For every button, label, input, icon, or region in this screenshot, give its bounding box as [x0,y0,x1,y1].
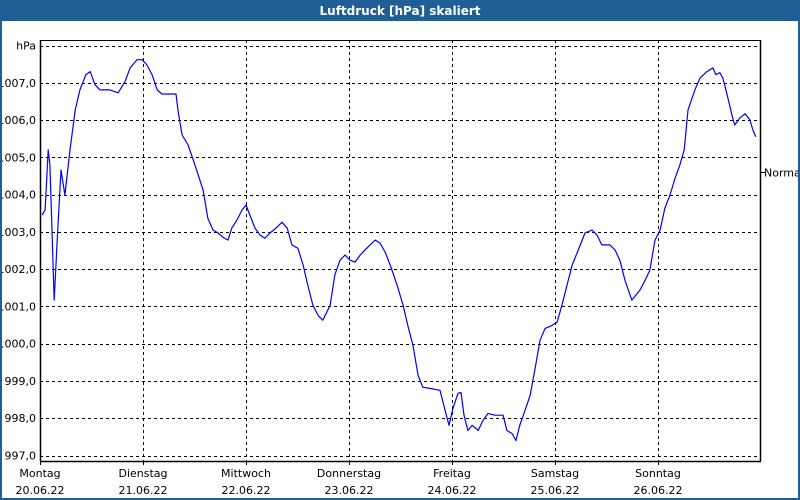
x-tick-day-label: Montag [19,467,60,480]
y-tick-label: 997,0 [5,450,37,463]
x-tick-date-label: 23.06.22 [325,484,374,497]
x-tick-day-label: Mittwoch [221,467,271,480]
y-tick-label: 1006,0 [0,114,36,127]
x-tick-day-label: Samstag [531,467,579,480]
y-tick-label: 998,0 [5,412,37,425]
y-tick-label: 1007,0 [0,77,36,90]
chart-title: Luftdruck [hPa] skaliert [2,2,798,21]
x-tick-day-label: Freitag [433,467,471,480]
x-tick-day-label: Sonntag [635,467,681,480]
x-tick-day-label: Donnerstag [317,467,381,480]
x-tick-day-label: Dienstag [118,467,167,480]
x-tick-date-label: 22.06.22 [222,484,271,497]
y-axis-unit-label: hPa [16,40,36,53]
y-tick-label: 1003,0 [0,226,36,239]
x-tick-date-label: 26.06.22 [634,484,683,497]
x-tick-date-label: 21.06.22 [119,484,168,497]
y-tick-label: 1000,0 [0,338,36,351]
y-tick-label: 999,0 [5,375,37,388]
x-tick-date-label: 25.06.22 [531,484,580,497]
series-line-luftdruck [41,59,757,442]
y-tick-label: 1004,0 [0,189,36,202]
x-tick-date-label: 20.06.22 [16,484,65,497]
x-tick-date-label: 24.06.22 [428,484,477,497]
y-tick-label: 1001,0 [0,300,36,313]
reference-label: Normal [764,167,800,180]
y-tick-label: 1002,0 [0,263,36,276]
y-tick-label: 1005,0 [0,151,36,164]
